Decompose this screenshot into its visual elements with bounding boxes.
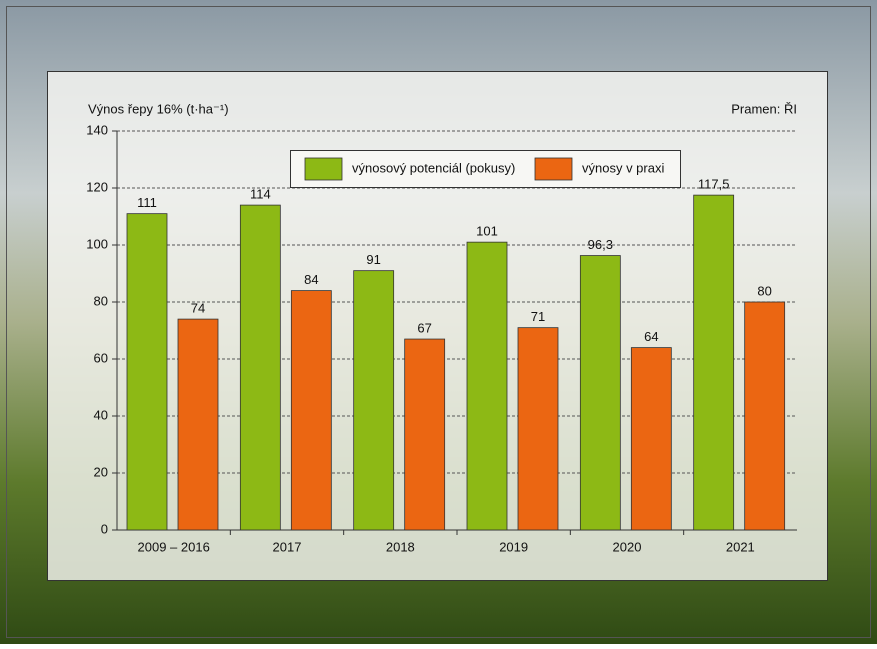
value-label: 84 xyxy=(304,272,318,287)
value-label: 74 xyxy=(191,301,205,316)
value-label: 91 xyxy=(366,252,380,267)
x-tick-label: 2021 xyxy=(726,539,755,554)
bar xyxy=(744,301,786,531)
y-tick-label: 20 xyxy=(94,464,108,479)
value-label: 67 xyxy=(417,320,431,335)
y-tick-label: 40 xyxy=(94,407,108,422)
bar xyxy=(177,318,219,531)
x-tick-label: 2009 – 2016 xyxy=(138,539,210,554)
bar xyxy=(693,194,735,531)
y-axis-title: Výnos řepy 16% (t·ha⁻¹) xyxy=(88,101,229,116)
y-tick-label: 140 xyxy=(86,122,108,137)
value-label: 80 xyxy=(757,283,771,298)
legend-box xyxy=(290,150,681,188)
value-label: 117,5 xyxy=(698,177,730,192)
bar xyxy=(466,241,508,531)
x-tick-label: 2019 xyxy=(499,539,528,554)
x-tick-label: 2020 xyxy=(613,539,642,554)
bar xyxy=(517,327,559,531)
y-tick-label: 100 xyxy=(86,236,108,251)
bar xyxy=(579,255,621,531)
value-label: 96,3 xyxy=(588,237,613,252)
source: Pramen: ŘI xyxy=(731,101,797,116)
bar xyxy=(404,338,446,531)
y-tick-label: 60 xyxy=(94,350,108,365)
value-label: 64 xyxy=(644,329,658,344)
bar xyxy=(239,204,281,531)
value-label: 101 xyxy=(476,224,498,239)
y-tick-label: 80 xyxy=(94,293,108,308)
x-tick-label: 2018 xyxy=(386,539,415,554)
bar xyxy=(290,290,332,531)
value-label: 111 xyxy=(137,195,157,210)
legend-label: výnosy v praxi xyxy=(582,160,664,175)
legend-swatch xyxy=(534,157,573,181)
x-tick-label: 2017 xyxy=(273,539,302,554)
bar xyxy=(630,347,672,531)
legend-label: výnosový potenciál (pokusy) xyxy=(352,160,515,175)
y-tick-label: 120 xyxy=(86,179,108,194)
frame xyxy=(6,6,871,638)
bar xyxy=(126,213,168,531)
bar xyxy=(353,270,395,531)
y-tick-label: 0 xyxy=(101,521,108,536)
value-label: 114 xyxy=(250,187,271,202)
value-label: 71 xyxy=(531,309,545,324)
legend-swatch xyxy=(304,157,343,181)
